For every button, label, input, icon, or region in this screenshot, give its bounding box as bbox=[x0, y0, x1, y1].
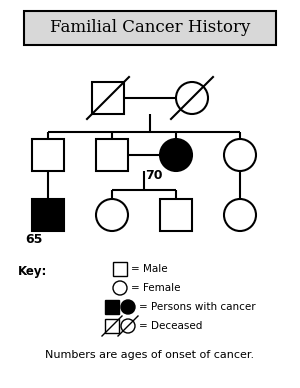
Circle shape bbox=[160, 139, 192, 171]
Bar bbox=[105, 319, 119, 333]
Text: Key:: Key: bbox=[18, 265, 47, 278]
Circle shape bbox=[121, 319, 135, 333]
Circle shape bbox=[121, 300, 135, 314]
Circle shape bbox=[176, 82, 208, 114]
Bar bbox=[96, 139, 128, 171]
Text: 70: 70 bbox=[145, 169, 163, 182]
Bar bbox=[160, 199, 192, 231]
Circle shape bbox=[96, 199, 128, 231]
Circle shape bbox=[224, 199, 256, 231]
FancyBboxPatch shape bbox=[24, 11, 276, 45]
Text: 65: 65 bbox=[25, 233, 43, 246]
Text: = Deceased: = Deceased bbox=[139, 321, 202, 331]
Circle shape bbox=[224, 139, 256, 171]
Bar bbox=[105, 300, 119, 314]
Bar bbox=[113, 262, 127, 276]
Text: Familial Cancer History: Familial Cancer History bbox=[50, 19, 250, 36]
Bar bbox=[92, 82, 124, 114]
Circle shape bbox=[113, 281, 127, 295]
Text: = Female: = Female bbox=[131, 283, 181, 293]
Text: Numbers are ages of onset of cancer.: Numbers are ages of onset of cancer. bbox=[45, 350, 255, 360]
Bar bbox=[32, 199, 64, 231]
Text: = Persons with cancer: = Persons with cancer bbox=[139, 302, 256, 312]
Bar bbox=[32, 139, 64, 171]
Text: = Male: = Male bbox=[131, 264, 168, 274]
